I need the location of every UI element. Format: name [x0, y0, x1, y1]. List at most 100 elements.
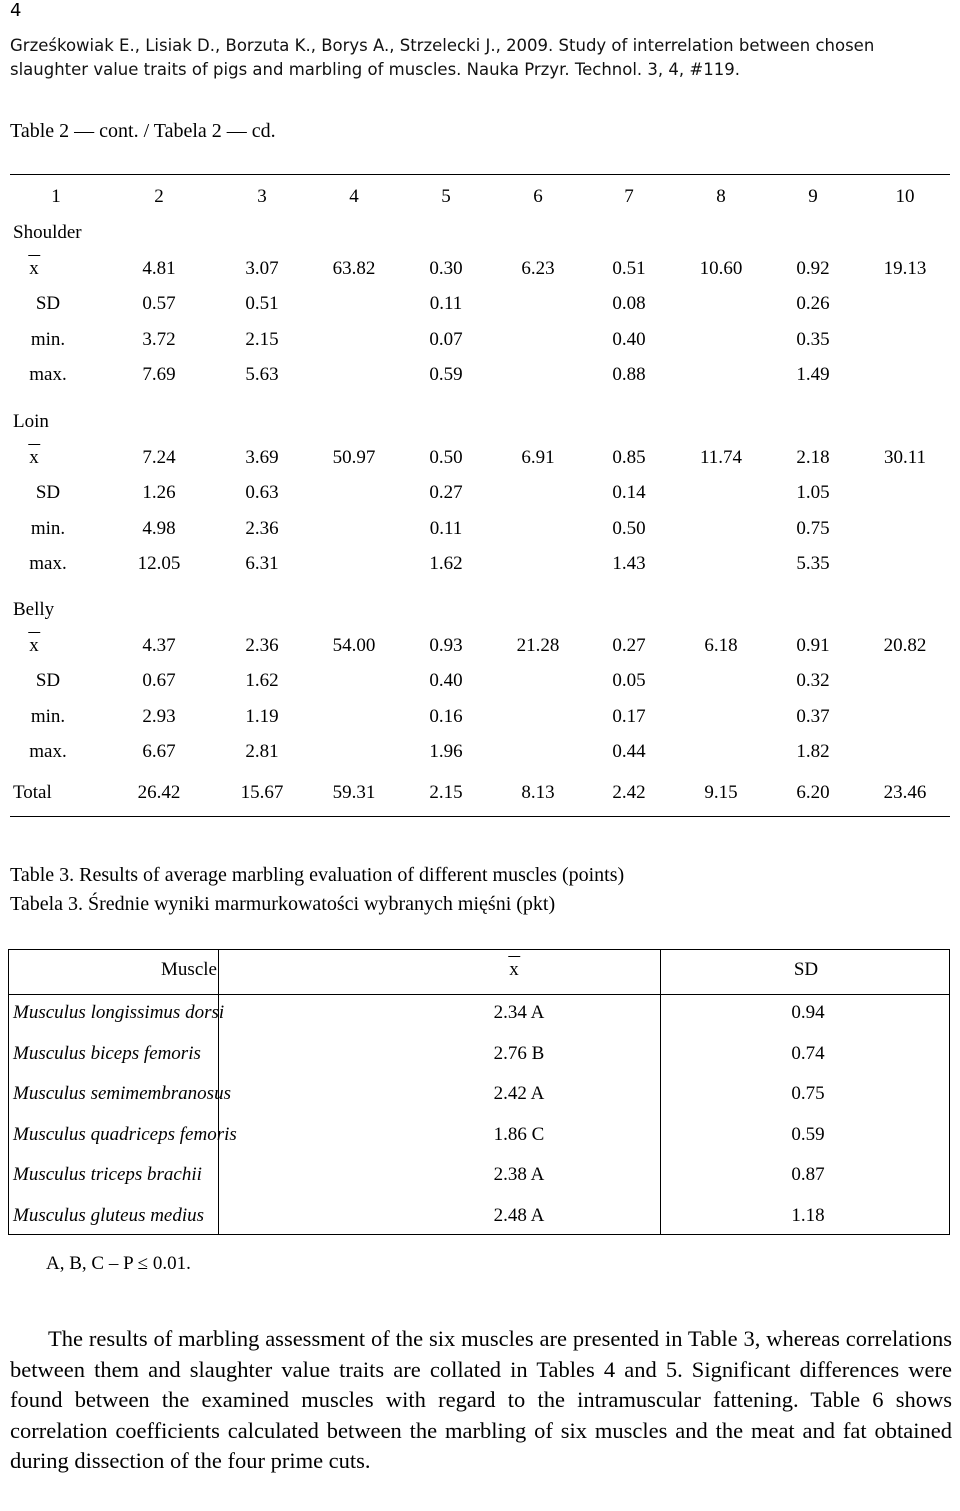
table2-cell: 0.05	[612, 670, 646, 691]
table3-sd-value: 0.87	[791, 1164, 825, 1186]
page-number: 4	[10, 0, 22, 21]
table3-sd-value: 0.94	[791, 1002, 825, 1023]
table2-cell: 2.15	[245, 329, 279, 350]
table2-cell: 0.11	[429, 518, 463, 539]
mean-symbol: x	[28, 255, 40, 279]
table2-cell: 0.40	[429, 670, 463, 691]
table2-cell: 0.67	[142, 670, 176, 691]
table2-total-cell: 15.67	[240, 782, 284, 803]
table2-cell: 4.98	[142, 518, 176, 539]
table2-cell: 1.96	[429, 741, 463, 762]
table2-cell: 20.82	[883, 635, 927, 656]
table2-cell: 4.81	[142, 258, 176, 279]
mean-symbol: x	[28, 632, 40, 656]
table2-cell: 21.28	[516, 635, 560, 656]
table2-col-header: 2	[154, 186, 164, 207]
table2-section-label: Loin	[13, 411, 49, 432]
table2-cell: 1.19	[245, 706, 279, 727]
table2-cell: 2.36	[245, 635, 279, 656]
table2-row-label: SD	[35, 482, 61, 503]
table2-cell: 19.13	[883, 258, 927, 279]
table3-sd-value: 1.18	[791, 1205, 825, 1226]
table2-cell: 3.72	[142, 329, 176, 350]
table2-row-label: SD	[35, 293, 61, 314]
table3-sd-value: 0.75	[791, 1083, 825, 1105]
table2-cell: 11.74	[699, 447, 743, 468]
table2-total-cell: 9.15	[704, 782, 738, 803]
table3-muscle-name: Musculus semimembranosus	[13, 1083, 231, 1105]
table2-row-label: min.	[30, 518, 66, 539]
table2-cell: 0.50	[612, 518, 646, 539]
table2-cell: 0.93	[429, 635, 463, 656]
table3-significance-note: A, B, C – P ≤ 0.01.	[46, 1253, 191, 1274]
table2-row-label: max.	[29, 741, 67, 762]
table2-cell: 0.40	[612, 329, 646, 350]
table2-cell: 0.30	[429, 258, 463, 279]
table2-cell: 2.93	[142, 706, 176, 727]
table3-mean-value: 2.42 A	[493, 1083, 545, 1105]
table2-col-header: 10	[895, 186, 915, 207]
table2-cell: 0.59	[429, 364, 463, 385]
table3-mean-value: 2.76 B	[493, 1042, 545, 1064]
table2-cell: 0.91	[796, 635, 830, 656]
table2-cell: 0.44	[612, 741, 646, 762]
table2-cell: 3.69	[245, 447, 279, 468]
table2-cell: 30.11	[883, 447, 927, 468]
table3-caption-en: Table 3. Results of average marbling eva…	[10, 864, 625, 886]
table2-col-header: 3	[257, 186, 267, 207]
table3-sd-value: 0.74	[791, 1042, 825, 1064]
table2-cell: 1.43	[612, 553, 646, 574]
table2-cell: 0.26	[796, 293, 830, 314]
table2-cell: 5.35	[796, 553, 830, 574]
mean-symbol: x	[28, 444, 40, 468]
table2-row-label: x	[28, 444, 40, 469]
table2-col-header: 8	[716, 186, 726, 207]
table2-cell: 6.67	[142, 741, 176, 762]
table2-cell: 0.35	[796, 329, 830, 350]
table2-cell: 0.63	[245, 482, 279, 503]
table2-cell: 7.69	[142, 364, 176, 385]
table2-total-cell: 59.31	[332, 782, 376, 803]
table2-row-label: max.	[29, 364, 67, 385]
table2-total-cell: 6.20	[796, 782, 830, 803]
table2-cell: 63.82	[332, 258, 376, 279]
table3-muscle-name: Musculus biceps femoris	[13, 1042, 201, 1064]
table2-cell: 0.92	[796, 258, 830, 279]
table2-row-label: min.	[30, 329, 66, 350]
table2-cell: 1.05	[796, 482, 830, 503]
table2-total-cell: 2.15	[429, 782, 463, 803]
table2-cell: 0.16	[429, 706, 463, 727]
table2-section-label: Belly	[13, 599, 55, 620]
table2-cell: 3.07	[245, 258, 279, 279]
table2-col-header: 1	[51, 186, 61, 207]
table2-cell: 0.85	[612, 447, 646, 468]
table2-cell: 0.32	[796, 670, 830, 691]
body-paragraph: The results of marbling assessment of th…	[10, 1326, 952, 1474]
table2-cell: 0.14	[612, 482, 646, 503]
table2-top-rule	[10, 174, 950, 175]
table2-row-label: x	[28, 255, 40, 280]
table2-cell: 0.50	[429, 447, 463, 468]
table3-muscle-name: Musculus gluteus medius	[13, 1205, 205, 1226]
table2-row-label: SD	[35, 670, 61, 691]
table3-muscle-name: Musculus triceps brachii	[13, 1164, 202, 1186]
table2-cell: 1.82	[796, 741, 830, 762]
table2-cell: 6.31	[245, 553, 279, 574]
table2-cell: 1.62	[245, 670, 279, 691]
table3-mean-value: 1.86 C	[493, 1123, 545, 1145]
table2-cell: 0.07	[429, 329, 463, 350]
table2-cell: 0.17	[612, 706, 646, 727]
table3-header-sd: SD	[793, 959, 819, 980]
table2-row-label: max.	[29, 553, 67, 574]
table2-cell: 10.60	[699, 258, 743, 279]
table3-header-mean: x	[508, 956, 520, 981]
table3-header-rule	[9, 994, 949, 995]
table2-bottom-rule	[10, 816, 950, 817]
table2-row-label: x	[28, 632, 40, 657]
table2-cell: 2.36	[245, 518, 279, 539]
table3-column-divider	[218, 950, 219, 1234]
table2-cell: 2.81	[245, 741, 279, 762]
table3-mean-value: 2.48 A	[493, 1205, 545, 1226]
table2-total-cell: 26.42	[137, 782, 181, 803]
table2-cell: 2.18	[796, 447, 830, 468]
